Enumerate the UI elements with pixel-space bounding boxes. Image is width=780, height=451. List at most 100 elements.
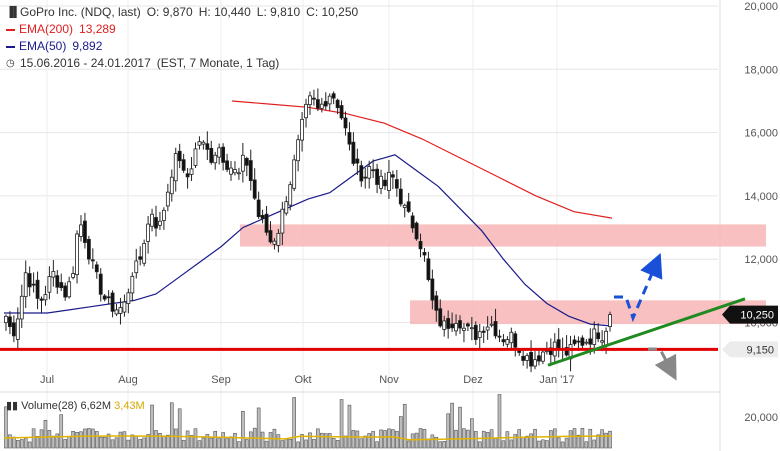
candle-body [237,172,241,175]
volume-bar [185,430,190,449]
candle-body [379,175,383,189]
candle-body [256,199,261,218]
candle-body [537,355,541,362]
candle-body [225,160,229,170]
candle-body [276,232,281,246]
volume-bar [134,435,139,449]
volume-bar [446,413,450,449]
ema200-swatch [6,28,15,31]
volume-bar [98,436,103,449]
volume-bar [513,434,518,449]
volume-bar [383,430,387,449]
candle-body [371,169,376,172]
volume-bar [51,435,56,449]
candle-body [529,352,533,367]
candle-body [383,179,387,187]
candle-body [4,315,8,324]
legend-ema200-row: EMA(200) 13,289 [6,21,358,38]
volume-bar [268,432,273,449]
candle-body [118,307,123,314]
candle-body [90,259,95,262]
candle-body [446,318,451,329]
candle-body [315,99,320,109]
candle-body [138,256,143,260]
candle-body [375,168,379,185]
range-detail: (EST, 7 Monate, 1 Tag) [156,56,280,70]
volume-bar [525,435,529,449]
volume-bar [347,404,352,449]
candle-body [501,339,506,343]
candle-body [23,272,28,298]
candle-body [323,101,328,107]
candle-body [493,321,498,337]
candle-body [126,292,131,304]
candle-body [406,201,411,212]
candle-body [308,95,312,106]
candle-body [513,333,518,348]
candle-body [197,141,202,146]
volume-bar [549,430,553,449]
volume-bar [521,436,525,449]
y-tick-label: 20,000 [744,1,778,13]
x-tick-label: Dez [463,374,483,386]
volume-value: 6,62M [80,400,112,412]
volume-bar [114,437,119,449]
trend-line [547,297,746,367]
candle-body [497,335,502,338]
high-value: H: 10,440 [198,5,251,19]
candle-body [505,339,510,345]
volume-bar [406,440,411,449]
legend-range-row: ◷ 15.06.2016 - 24.01.2017 (EST, 7 Monate… [6,55,358,72]
x-tick-label: Jul [40,374,54,386]
candle-body [580,337,585,346]
candle-body [47,276,52,293]
candle-body [106,296,111,299]
volume-bar [395,430,399,449]
volume-bar [248,431,253,449]
last-price-tag [722,305,778,324]
candle-body [450,323,455,329]
candle-body [201,141,206,145]
resistance-zone-upper [240,224,766,247]
candle-body [122,301,127,313]
candle-body [86,238,91,260]
candle-body [272,240,277,245]
candle-body [51,270,56,278]
volume-bar [414,432,419,449]
volume-avg-value: 3,43M [114,400,145,412]
volume-bar [509,439,514,449]
volume-bar [19,439,24,449]
candle-body [426,258,431,280]
candle-body [604,330,608,346]
candle-body [150,213,154,227]
volume-bar [375,441,379,449]
volume-bar [320,432,324,449]
candle-body [55,275,60,288]
volume-bar [83,428,87,449]
candle-body [355,158,360,164]
volume-label: Volume(28) [21,400,78,412]
candle-body [572,339,577,345]
volume-bar [351,430,356,449]
candle-body [229,167,233,175]
volume-bar [497,394,502,449]
volume-bar [533,429,537,449]
volume-bar [359,438,364,449]
volume-average-line [3,435,613,441]
candle-body [418,241,423,250]
open-value: O: 9,870 [146,5,193,19]
candle-body [98,273,103,295]
candle-body [541,351,545,362]
volume-bar [205,434,210,449]
candle-body [114,309,119,315]
ema50-line [4,154,613,327]
legend-title-row: ▐▌ GoPro Inc. (NDQ, last) O: 9,870 H: 10… [6,4,358,21]
candle-body [588,338,593,345]
volume-bar [485,431,490,449]
low-value: L: 9,810 [256,5,301,19]
candle-body [35,279,40,299]
candle-body [367,166,372,179]
axes: 10,00012,00014,00016,00018,00020,000JulA… [40,1,778,424]
candle-body [600,340,605,343]
candle-body [596,332,601,340]
